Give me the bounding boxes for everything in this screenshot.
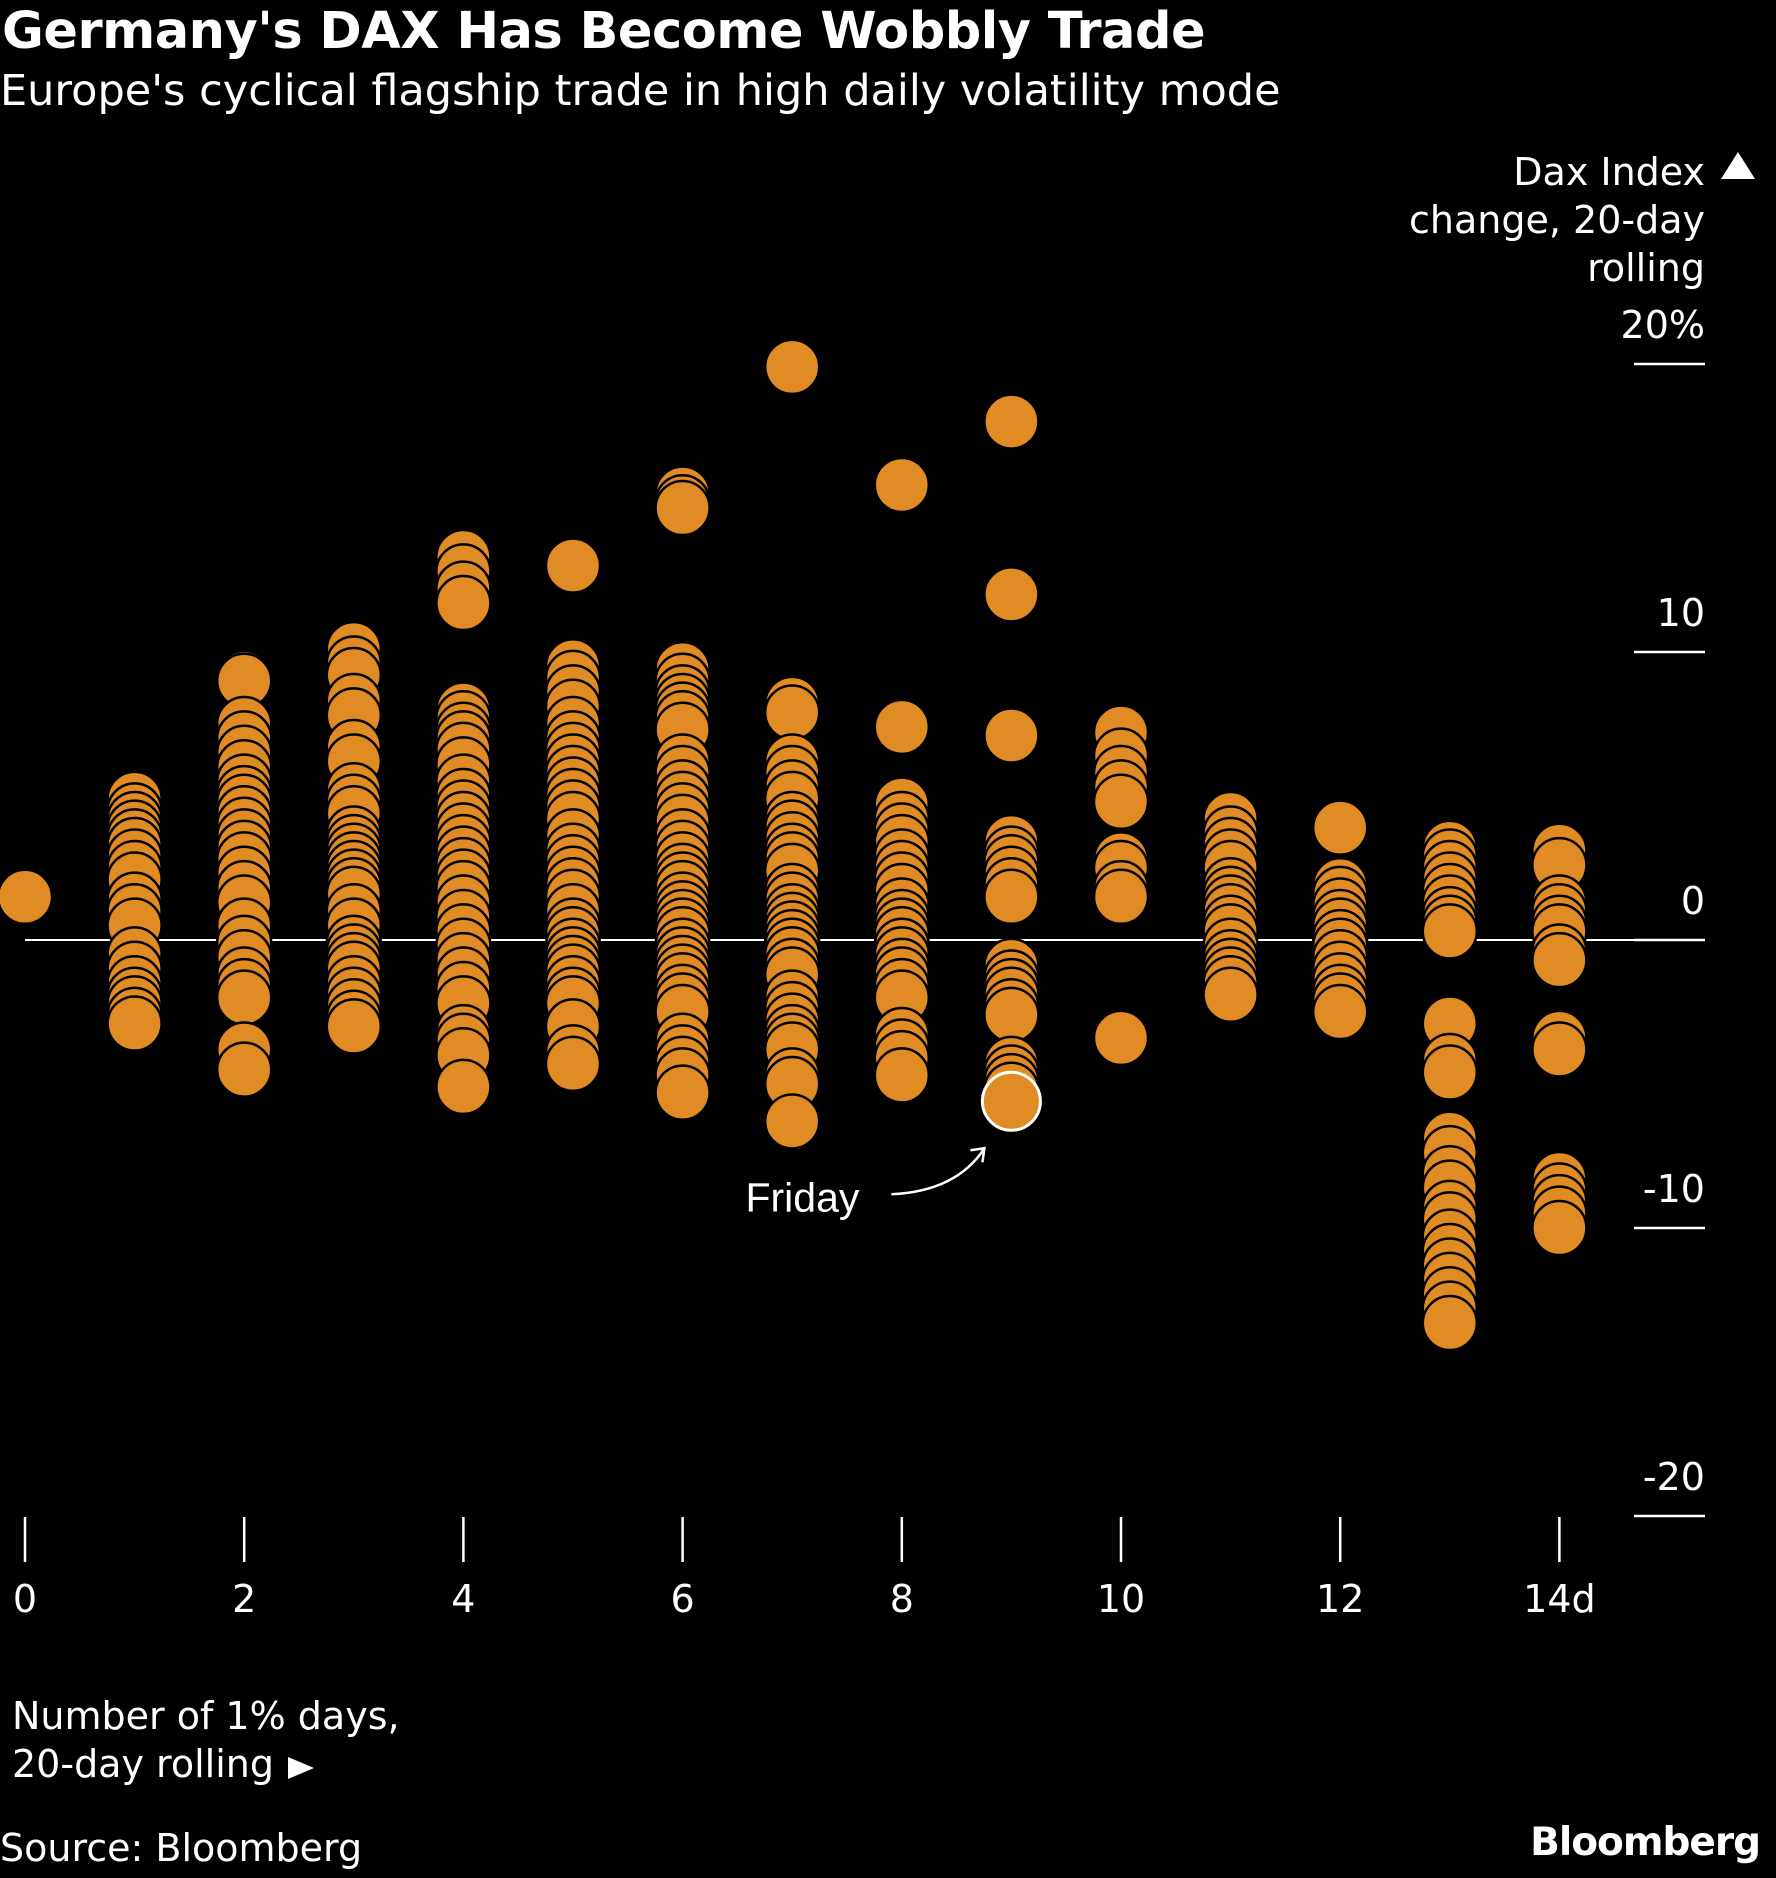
source-note: Source: Bloomberg bbox=[0, 1826, 363, 1870]
y-axis-label: Dax Index change, 20-day rolling bbox=[1409, 148, 1755, 292]
data-point bbox=[763, 684, 821, 741]
data-point bbox=[1311, 983, 1369, 1041]
chart-subtitle: Europe's cyclical flagship trade in high… bbox=[0, 66, 1281, 116]
data-point bbox=[763, 338, 821, 396]
up-arrow-icon bbox=[1721, 152, 1755, 179]
data-point bbox=[435, 1058, 492, 1116]
data-point bbox=[983, 707, 1040, 764]
x-tick-label: 8 bbox=[890, 1577, 914, 1621]
x-tick-label: 4 bbox=[451, 1577, 475, 1621]
data-point bbox=[106, 995, 163, 1052]
data-point bbox=[1531, 1199, 1588, 1257]
x-tick-label: 2 bbox=[232, 1577, 256, 1621]
chart-title: Germany's DAX Has Become Wobbly Trade bbox=[2, 2, 1206, 61]
y-axis-label-line: Dax Index bbox=[1513, 150, 1705, 194]
data-point bbox=[1092, 773, 1150, 831]
data-point bbox=[1202, 966, 1259, 1023]
x-tick-label: 10 bbox=[1097, 1577, 1145, 1621]
data-point bbox=[1421, 903, 1479, 960]
highlight-point bbox=[980, 1070, 1042, 1132]
data-point bbox=[1531, 1021, 1588, 1078]
data-point bbox=[654, 1064, 711, 1121]
annotation-arrow bbox=[891, 1147, 986, 1196]
data-point bbox=[983, 868, 1040, 926]
x-axis-label-text: 20-day rolling bbox=[12, 1742, 274, 1786]
y-tick-label: 0 bbox=[1681, 879, 1705, 923]
x-tick-label: 0 bbox=[13, 1577, 37, 1621]
data-point bbox=[1421, 1044, 1479, 1101]
x-axis-label-line: 20-day rolling bbox=[12, 1740, 400, 1788]
data-point bbox=[654, 479, 711, 537]
data-point bbox=[1531, 931, 1588, 989]
x-tick-label: 6 bbox=[671, 1577, 695, 1621]
data-point bbox=[215, 1041, 273, 1098]
data-point bbox=[873, 456, 931, 514]
right-arrow-icon bbox=[287, 1757, 314, 1779]
bloomberg-logo: Bloomberg bbox=[1530, 1820, 1761, 1865]
y-axis-label-line: change, 20-day bbox=[1409, 198, 1705, 242]
y-tick-label: -20 bbox=[1643, 1455, 1705, 1499]
data-point bbox=[873, 698, 931, 756]
data-point bbox=[1092, 1009, 1150, 1067]
data-point bbox=[544, 537, 602, 594]
x-axis-label-line: Number of 1% days, bbox=[12, 1694, 400, 1738]
y-axis-label-line: rolling bbox=[1587, 246, 1705, 290]
data-point bbox=[983, 986, 1040, 1044]
data-point bbox=[544, 1035, 602, 1093]
data-point bbox=[983, 393, 1040, 450]
y-tick-label: 20% bbox=[1621, 303, 1705, 347]
y-tick-label: 10 bbox=[1657, 591, 1705, 635]
annotation-label: Friday bbox=[745, 1174, 859, 1220]
data-point bbox=[325, 998, 383, 1055]
annotation-arrowhead bbox=[970, 1146, 986, 1163]
data-point bbox=[1311, 799, 1369, 856]
data-point bbox=[1421, 1294, 1479, 1352]
y-tick-label: -10 bbox=[1643, 1167, 1705, 1211]
data-point bbox=[215, 969, 273, 1026]
data-point bbox=[0, 868, 54, 926]
x-axis-label: Number of 1% days, 20-day rolling bbox=[12, 1692, 400, 1788]
x-tick-label: 14d bbox=[1523, 1577, 1595, 1621]
data-point bbox=[873, 1047, 931, 1104]
x-tick-label: 12 bbox=[1316, 1577, 1364, 1621]
data-point bbox=[763, 1093, 821, 1150]
data-point bbox=[983, 566, 1040, 623]
data-point bbox=[435, 574, 492, 632]
data-point bbox=[1092, 868, 1150, 926]
